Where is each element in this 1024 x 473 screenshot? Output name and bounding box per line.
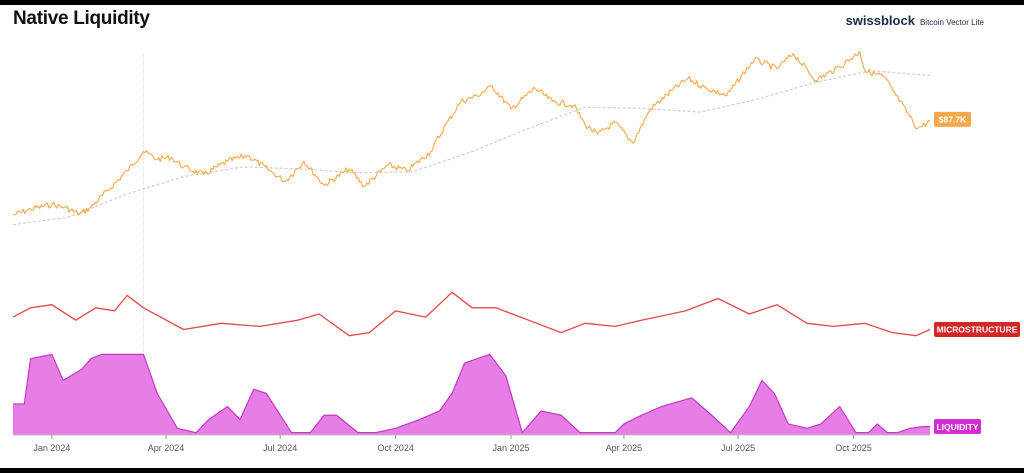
x-tick-label: Oct 2024 — [377, 443, 414, 453]
x-tick-label: Jan 2025 — [492, 443, 529, 453]
price-last-tag: $87.7K — [939, 115, 967, 125]
chart-frame: Native Liquidity swissblock Bitcoin Vect… — [0, 5, 1024, 468]
x-tick-label: Jul 2024 — [263, 443, 297, 453]
brand-logo: swissblock Bitcoin Vector Lite — [846, 13, 984, 28]
brand-product: Bitcoin Vector Lite — [919, 18, 984, 27]
liquidity-tag: LIQUIDITY — [936, 422, 978, 432]
chart-canvas: Jan 2024 Apr 2024 Jul 2024 Oct 2024 Jan 2025… — [12, 50, 1020, 453]
liquidity-tag-bg — [934, 419, 981, 435]
liquidity-line — [13, 353, 930, 434]
brand-name: swissblock — [845, 13, 915, 28]
page-title: Native Liquidity — [13, 8, 150, 29]
x-tick-label: Jul 2025 — [721, 443, 755, 453]
price-line — [12, 50, 931, 216]
microstructure-tag: MICROSTRUCTURE — [937, 325, 1018, 335]
x-tick-label: Oct 2025 — [835, 443, 872, 453]
x-tick-label: Apr 2024 — [148, 443, 185, 453]
microstructure-line — [12, 291, 931, 337]
x-tick-label: Apr 2025 — [606, 443, 643, 453]
liquidity-area — [13, 354, 930, 435]
microstructure-tag-bg — [934, 322, 1020, 337]
price-last-tag-bg — [934, 111, 971, 127]
moving-average-line — [12, 70, 931, 226]
x-tick-label: Jan 2024 — [33, 443, 70, 453]
